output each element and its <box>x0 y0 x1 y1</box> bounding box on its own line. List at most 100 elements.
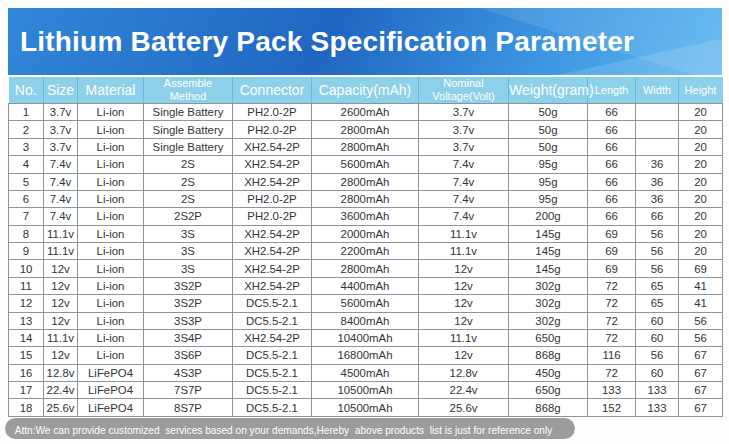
table-cell: XH2.54-2P <box>233 138 312 155</box>
table-row: 47.4vLi-ion2SXH2.54-2P5600mAh7.4v95g6636… <box>9 156 723 173</box>
table-cell: 133 <box>588 382 636 399</box>
table-cell: 7S7P <box>144 382 233 399</box>
table-cell: 7.4v <box>44 190 78 207</box>
table-cell: 145g <box>509 243 588 260</box>
table-cell: Li-ion <box>78 173 144 190</box>
table-cell: 302g <box>509 277 588 294</box>
table-cell: 12v <box>419 260 509 277</box>
table-cell: 10500mAh <box>312 399 419 416</box>
table-cell: Li-ion <box>78 243 144 260</box>
column-header: Length <box>588 77 636 104</box>
table-cell: XH2.54-2P <box>233 277 312 294</box>
column-header: Size <box>44 77 78 104</box>
table-cell: 116 <box>588 347 636 364</box>
table-cell: PH2.0-2P <box>233 121 312 138</box>
table-cell: 2000mAh <box>312 225 419 242</box>
table-cell: 3 <box>9 138 44 155</box>
table-cell: 3.7v <box>419 121 509 138</box>
table-cell: 67 <box>679 382 723 399</box>
table-cell: 9 <box>9 243 44 260</box>
table-cell: 650g <box>509 329 588 346</box>
table-cell: 10400mAh <box>312 329 419 346</box>
table-cell: PH2.0-2P <box>233 190 312 207</box>
table-cell <box>636 104 679 121</box>
table-cell: 72 <box>588 364 636 381</box>
table-cell: 3600mAh <box>312 208 419 225</box>
column-header: Height <box>679 77 723 104</box>
table-cell: 69 <box>588 243 636 260</box>
table-cell: 7.4v <box>44 173 78 190</box>
title-banner: Lithium Battery Pack Specification Param… <box>8 8 722 75</box>
table-cell: Li-ion <box>78 260 144 277</box>
table-cell: 66 <box>588 138 636 155</box>
table-cell: 3S2P <box>144 277 233 294</box>
table-cell: 12v <box>419 312 509 329</box>
table-cell: 11.1v <box>44 329 78 346</box>
spec-table: No.SizeMaterialAssemble MethodConnectorC… <box>8 77 723 417</box>
table-cell: Li-ion <box>78 104 144 121</box>
table-cell: 36 <box>636 156 679 173</box>
table-cell: XH2.54-2P <box>233 156 312 173</box>
table-cell: 11.1v <box>44 225 78 242</box>
table-cell: 7.4v <box>419 173 509 190</box>
table-cell: 56 <box>636 225 679 242</box>
table-cell: 60 <box>636 312 679 329</box>
table-cell: XH2.54-2P <box>233 260 312 277</box>
table-cell: 200g <box>509 208 588 225</box>
table-cell: 60 <box>636 329 679 346</box>
table-cell: Li-ion <box>78 190 144 207</box>
table-cell: 7.4v <box>419 208 509 225</box>
table-cell: 3.7v <box>419 138 509 155</box>
table-cell: 12.8v <box>44 364 78 381</box>
table-cell: Li-ion <box>78 329 144 346</box>
table-cell: 15 <box>9 347 44 364</box>
table-row: 57.4vLi-ion2SXH2.54-2P2800mAh7.4v95g6636… <box>9 173 723 190</box>
table-cell: 12v <box>44 295 78 312</box>
table-cell: 36 <box>636 173 679 190</box>
table-cell: 4500mAh <box>312 364 419 381</box>
table-row: 1112vLi-ion3S2PXH2.54-2P4400mAh12v302g72… <box>9 277 723 294</box>
table-cell: 7.4v <box>44 156 78 173</box>
table-cell: Single Battery <box>144 104 233 121</box>
table-cell: 12v <box>44 312 78 329</box>
table-cell: 12.8v <box>419 364 509 381</box>
table-cell: 650g <box>509 382 588 399</box>
table-cell: 14 <box>9 329 44 346</box>
table-cell: 12v <box>419 347 509 364</box>
table-cell: 25.6v <box>44 399 78 416</box>
column-header: Weight(gram) <box>509 77 588 104</box>
table-cell: 3S6P <box>144 347 233 364</box>
table-cell: Li-ion <box>78 347 144 364</box>
table-cell: LiFePO4 <box>78 399 144 416</box>
table-cell: 8S7P <box>144 399 233 416</box>
table-cell: 3S4P <box>144 329 233 346</box>
table-cell: Li-ion <box>78 225 144 242</box>
table-row: 1411.1vLi-ion3S4PXH2.54-2P10400mAh11.1v6… <box>9 329 723 346</box>
table-cell: 67 <box>679 347 723 364</box>
table-cell: Li-ion <box>78 156 144 173</box>
table-cell: 20 <box>679 243 723 260</box>
table-cell: 13 <box>9 312 44 329</box>
table-row: 1612.8vLiFePO44S3PDC5.5-2.14500mAh12.8v4… <box>9 364 723 381</box>
page-title: Lithium Battery Pack Specification Param… <box>20 8 634 75</box>
table-cell: 2800mAh <box>312 121 419 138</box>
table-cell: 66 <box>588 190 636 207</box>
table-cell: 20 <box>679 138 723 155</box>
table-cell: 12v <box>44 260 78 277</box>
table-cell: 66 <box>588 208 636 225</box>
table-cell <box>636 138 679 155</box>
table-cell: 3S3P <box>144 312 233 329</box>
table-cell: 2 <box>9 121 44 138</box>
table-cell: DC5.5-2.1 <box>233 347 312 364</box>
table-cell: 145g <box>509 225 588 242</box>
table-cell: 20 <box>679 173 723 190</box>
table-cell: DC5.5-2.1 <box>233 312 312 329</box>
table-cell: 67 <box>679 399 723 416</box>
footer-note: Attn:We can provide customized services … <box>5 418 575 439</box>
table-cell: 11 <box>9 277 44 294</box>
table-cell: 69 <box>588 260 636 277</box>
table-cell: 56 <box>636 260 679 277</box>
table-cell: 20 <box>679 208 723 225</box>
table-cell: 7.4v <box>44 208 78 225</box>
table-cell: 20 <box>679 156 723 173</box>
